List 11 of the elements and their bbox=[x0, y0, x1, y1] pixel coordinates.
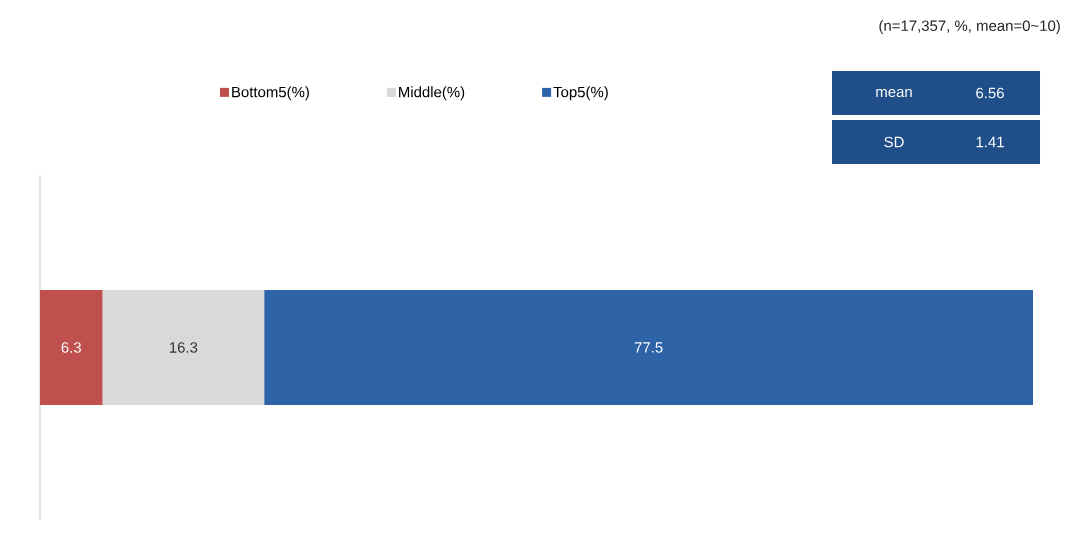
text: 1.41 bbox=[976, 136, 1004, 148]
legend-label: Middle(%) bbox=[399, 86, 465, 101]
data-label: 77.5 bbox=[634, 342, 663, 353]
text: mean bbox=[876, 88, 912, 98]
text: 6.56 bbox=[976, 87, 1004, 99]
legend-label: Bottom5(%) bbox=[232, 86, 309, 101]
data-label: 6.3 bbox=[61, 342, 81, 353]
text: SD bbox=[884, 136, 904, 148]
legend-label: Top5(%) bbox=[553, 86, 608, 101]
data-label: 16.3 bbox=[169, 342, 198, 353]
text: (n=17,357, %, mean=0~10) bbox=[879, 20, 1060, 34]
